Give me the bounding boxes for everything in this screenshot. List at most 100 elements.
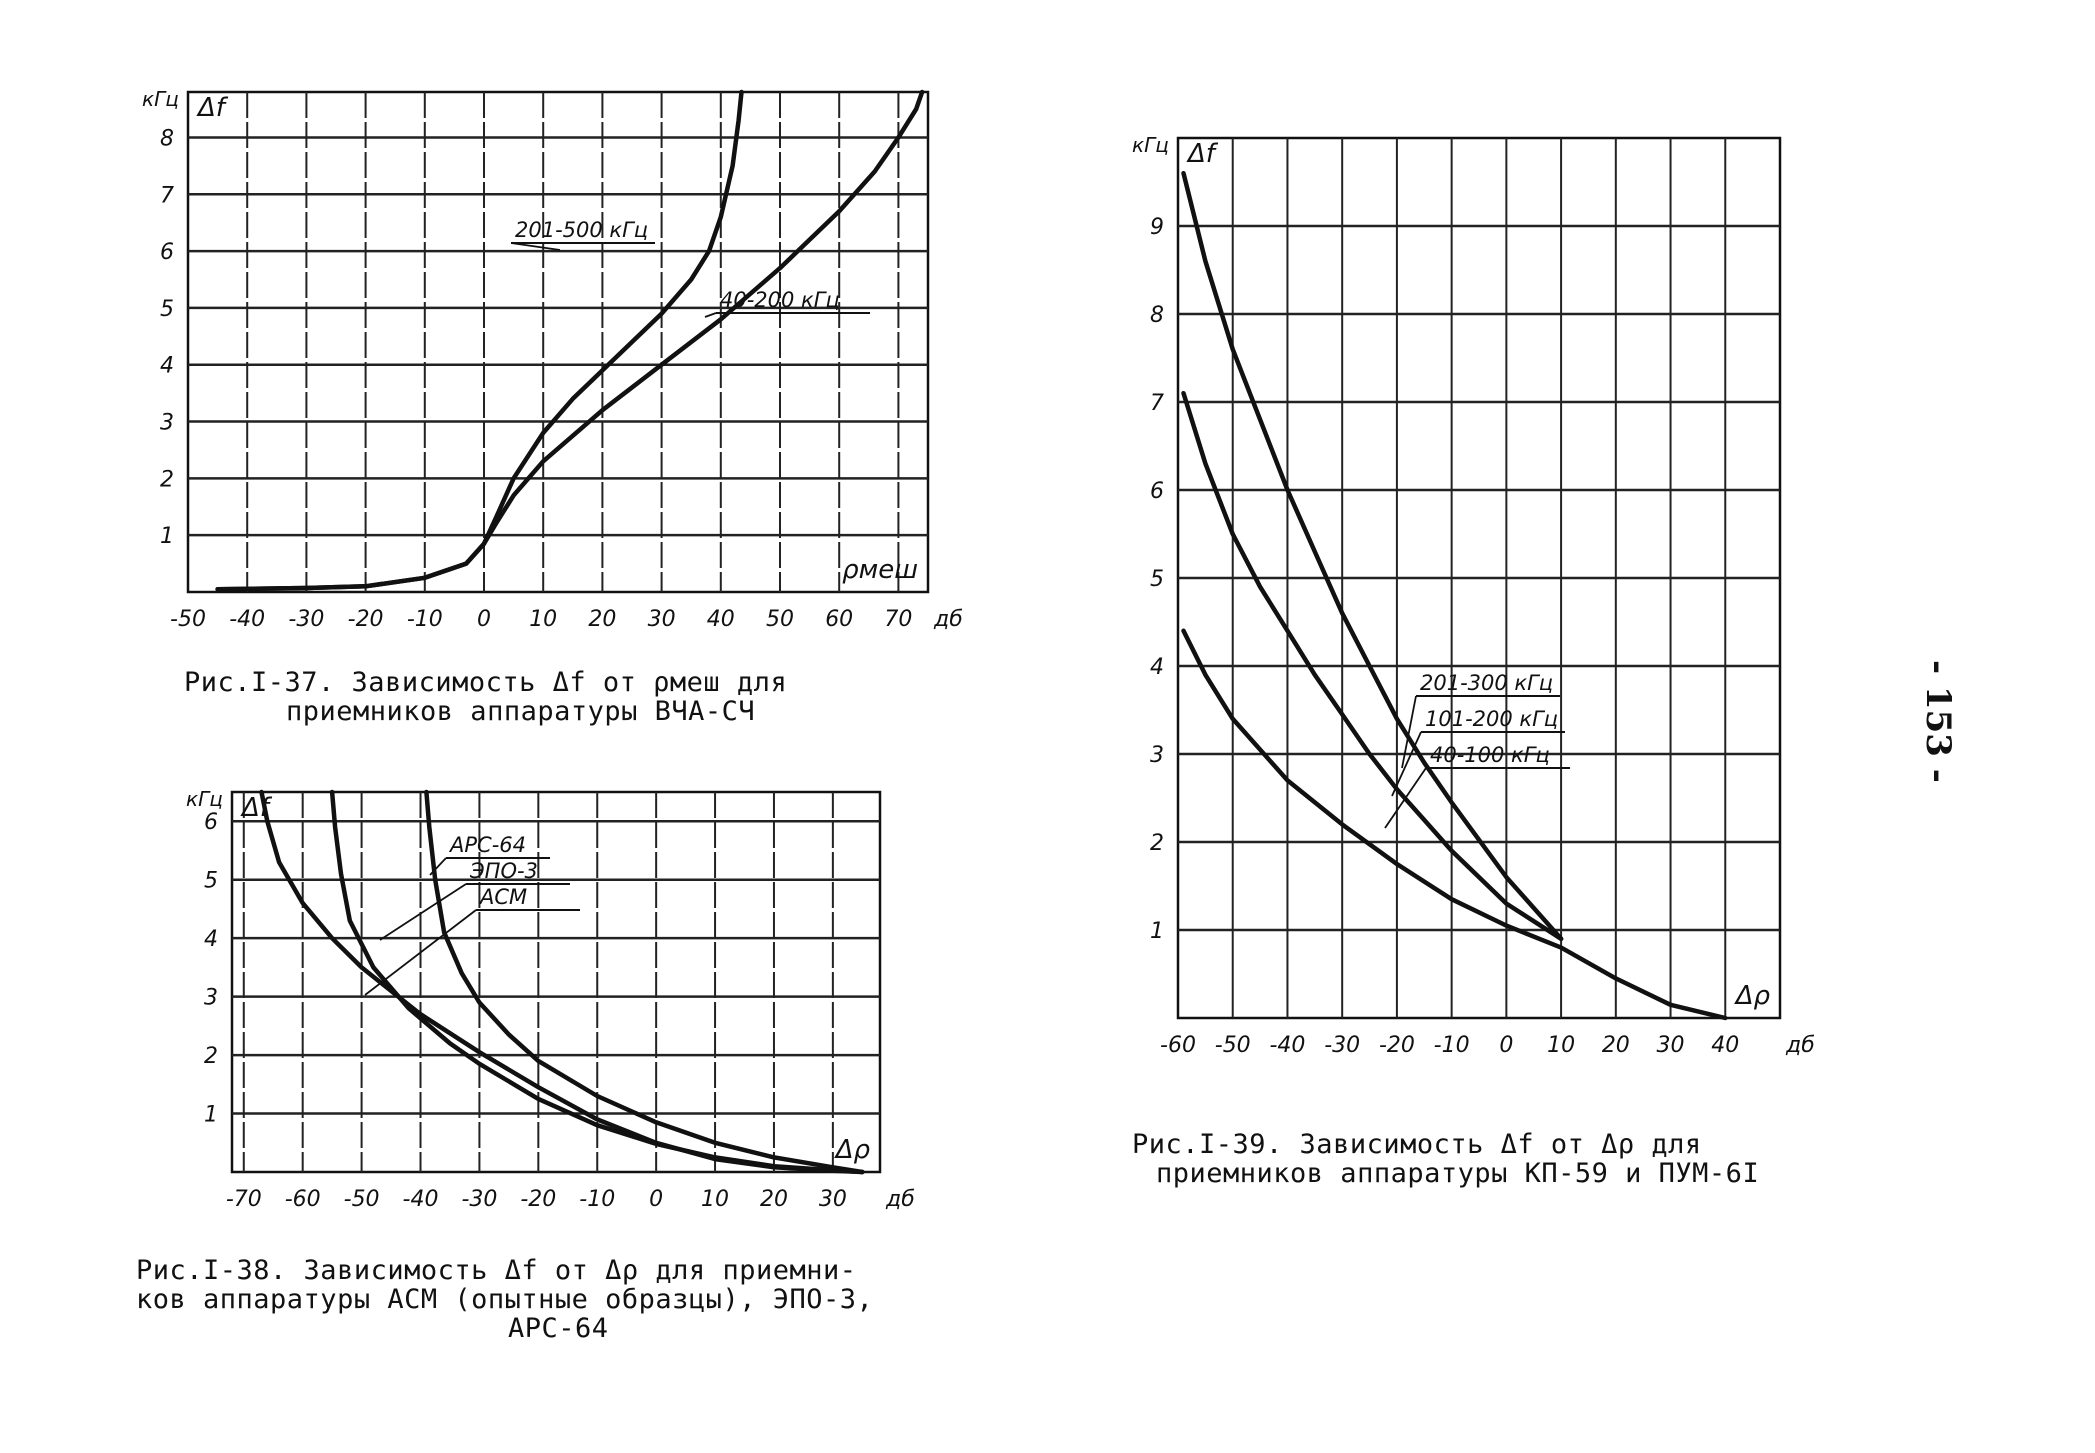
fig37-y-tick-label-2: 3 — [160, 411, 174, 436]
fig38-x-axis-label: Δρ — [834, 1135, 871, 1165]
fig38-y-unit: кГц — [186, 787, 223, 811]
fig39-x-tick-label-0: -60 — [1160, 1033, 1196, 1058]
fig38-y-tick-label-1: 2 — [204, 1044, 218, 1069]
fig38-x-tick-label-8: 10 — [701, 1187, 729, 1212]
fig37-series-line-1 — [215, 89, 925, 592]
fig39-y-unit: кГц — [1132, 133, 1169, 157]
fig37-series-leader-1 — [704, 312, 717, 318]
fig39-series-line-1 — [1181, 390, 1564, 942]
fig37-plot-frame — [186, 90, 930, 594]
fig37-x-tick-label-4: -10 — [407, 607, 443, 632]
caption-fig39-line2: приемников аппаратуры КП-59 и ПУМ-6I — [1156, 1158, 1760, 1189]
fig38-y-tick-label-0: 1 — [204, 1103, 218, 1128]
fig38-plot-frame — [230, 790, 882, 1174]
fig37-x-tick-label-11: 60 — [825, 607, 853, 632]
fig38-series-line-2 — [259, 789, 865, 1175]
fig37-x-tick-label-3: -20 — [348, 607, 384, 632]
fig37-y-tick-label-4: 5 — [160, 297, 174, 322]
fig37-x-tick-label-7: 20 — [588, 607, 616, 632]
fig37-y-tick-label-1: 2 — [160, 467, 174, 492]
fig38-y-tick-label-4: 5 — [204, 869, 218, 894]
fig39-x-tick-label-5: -10 — [1434, 1033, 1470, 1058]
fig39-y-tick-label-2: 3 — [1150, 743, 1164, 768]
fig37-x-tick-label-9: 40 — [707, 607, 735, 632]
fig39-y-tick-label-3: 4 — [1150, 655, 1164, 680]
fig37-y-tick-label-0: 1 — [160, 524, 174, 549]
fig38-y-tick-label-3: 4 — [204, 927, 218, 952]
fig38-y-tick-label-2: 3 — [204, 986, 218, 1011]
fig38-x-tick-label-3: -40 — [403, 1187, 439, 1212]
fig37-series-label-1: 40-200 кГц — [720, 288, 840, 312]
fig39-x-tick-label-10: 40 — [1711, 1033, 1739, 1058]
fig38-series-label-1: ЭПО-3 — [469, 859, 538, 883]
fig39-y-tick-label-7: 8 — [1150, 303, 1164, 328]
fig37-y-tick-label-5: 6 — [160, 240, 174, 265]
chart-fig39: -60 -50 -40 -30 -20 -10 0 10 20 30 40 1 2 3 4 5 6 7 8 9 кГц Δ… — [1132, 133, 1815, 1058]
fig39-series-leader-2 — [1384, 767, 1427, 829]
fig39-x-tick-label-2: -40 — [1269, 1033, 1305, 1058]
caption-fig38: Рис.I-38. Зависимость Δf от Δρ для прием… — [136, 1256, 873, 1343]
fig39-y-tick-label-8: 9 — [1150, 215, 1164, 240]
fig39-y-axis-label: Δf — [1186, 139, 1219, 169]
fig37-x-tick-label-0: -50 — [170, 607, 206, 632]
fig37-x-unit: дб — [933, 607, 963, 632]
fig37-x-tick-label-6: 10 — [529, 607, 557, 632]
fig37-series-line-0 — [215, 89, 744, 592]
fig39-x-tick-label-1: -50 — [1215, 1033, 1251, 1058]
fig39-x-tick-label-9: 30 — [1657, 1033, 1685, 1058]
fig38-series-leader-2 — [364, 909, 477, 996]
fig39-series-leader-1 — [1391, 731, 1422, 797]
fig37-x-tick-label-10: 50 — [766, 607, 794, 632]
caption-fig37: Рис.I-37. Зависимость Δf от ρмеш для при… — [184, 668, 787, 726]
fig38-x-tick-label-2: -50 — [344, 1187, 380, 1212]
fig37-x-tick-label-5: 0 — [477, 607, 491, 632]
fig39-series-leader-0 — [1401, 695, 1417, 769]
fig37-x-tick-label-12: 70 — [884, 607, 912, 632]
caption-fig39-line1: Рис.I-39. Зависимость Δf от Δρ для — [1132, 1129, 1702, 1160]
caption-fig39: Рис.I-39. Зависимость Δf от Δρ для прием… — [1132, 1130, 1759, 1188]
fig38-x-tick-label-9: 20 — [760, 1187, 788, 1212]
fig38-series-leader-0 — [429, 857, 447, 876]
fig38-x-tick-label-1: -60 — [285, 1187, 321, 1212]
caption-fig37-line1: Рис.I-37. Зависимость Δf от ρмеш для — [184, 667, 788, 698]
fig38-x-tick-label-4: -30 — [461, 1187, 497, 1212]
fig39-y-tick-label-0: 1 — [1150, 919, 1164, 944]
fig37-y-tick-label-6: 7 — [160, 183, 174, 208]
fig37-y-tick-label-3: 4 — [160, 354, 174, 379]
fig39-y-tick-label-4: 5 — [1150, 567, 1164, 592]
fig38-x-tick-label-5: -20 — [520, 1187, 556, 1212]
fig38-series-line-0 — [424, 789, 865, 1175]
fig39-x-tick-label-6: 0 — [1499, 1033, 1513, 1058]
fig38-x-tick-label-6: -10 — [579, 1187, 615, 1212]
fig39-series-line-0 — [1181, 170, 1564, 942]
fig37-x-tick-label-1: -40 — [229, 607, 265, 632]
caption-fig38-line3: АРС-64 — [508, 1313, 609, 1344]
fig37-y-tick-label-7: 8 — [160, 126, 174, 151]
fig38-x-tick-label-7: 0 — [649, 1187, 663, 1212]
caption-fig37-line2: приемников аппаратуры ВЧА-СЧ — [286, 696, 756, 727]
fig39-x-tick-label-4: -20 — [1379, 1033, 1415, 1058]
fig37-series-label-0: 201-500 кГц — [515, 218, 648, 242]
caption-fig38-line1: Рис.I-38. Зависимость Δf от Δρ для прием… — [136, 1255, 857, 1286]
fig39-x-tick-label-7: 10 — [1547, 1033, 1575, 1058]
fig38-series-label-0: АРС-64 — [448, 833, 526, 857]
fig38-x-unit: дб — [885, 1187, 915, 1212]
fig38-series-label-2: АСМ — [478, 885, 527, 909]
page-number: - 153 - — [1918, 660, 1958, 783]
fig38-x-tick-label-0: -70 — [226, 1187, 262, 1212]
fig39-x-unit: дб — [1785, 1033, 1815, 1058]
fig38-x-tick-label-10: 30 — [819, 1187, 847, 1212]
fig39-series-label-1: 101-200 кГц — [1425, 707, 1558, 731]
fig37-x-tick-label-8: 30 — [648, 607, 676, 632]
caption-fig38-line2: ков аппаратуры АСМ (опытные образцы), ЭП… — [136, 1284, 874, 1315]
fig37-y-axis-label: Δf — [196, 93, 229, 123]
fig39-series-label-2: 40-100 кГц — [1430, 743, 1550, 767]
fig39-x-tick-label-3: -30 — [1324, 1033, 1360, 1058]
fig39-y-tick-label-6: 7 — [1150, 391, 1164, 416]
fig39-x-tick-label-8: 20 — [1602, 1033, 1630, 1058]
fig37-y-unit: кГц — [142, 87, 179, 111]
fig37-series-leader-0 — [510, 242, 561, 251]
fig37-x-axis-label: ρмеш — [842, 555, 918, 585]
fig38-y-tick-label-5: 6 — [204, 810, 218, 835]
